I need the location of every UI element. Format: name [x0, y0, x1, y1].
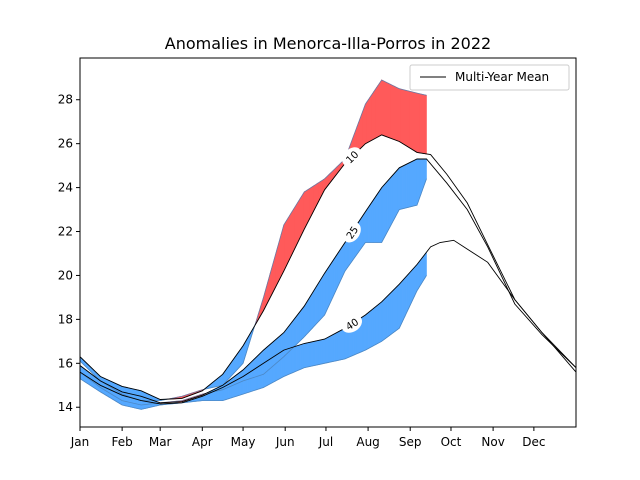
- y-tick-label: 28: [58, 93, 73, 107]
- legend-label: Multi-Year Mean: [455, 70, 549, 84]
- x-tick-label: Apr: [192, 435, 213, 449]
- y-tick-label: 24: [58, 181, 73, 195]
- contour-label-bg: [342, 222, 361, 243]
- x-tick-label: Dec: [522, 435, 545, 449]
- mean-line-25: [80, 158, 576, 404]
- anomaly-fill-segment: [424, 251, 427, 279]
- legend: Multi-Year Mean: [409, 64, 570, 91]
- contour-label-bg: [341, 314, 363, 333]
- observed-line-25: [80, 178, 427, 406]
- x-tick-label: Jun: [275, 435, 295, 449]
- x-tick-label: Oct: [441, 435, 462, 449]
- series-lines: [80, 79, 576, 410]
- y-axis: 14 16 18 20 22 24 26 28: [58, 93, 80, 414]
- contour-label-10: 10: [342, 147, 362, 167]
- y-tick-label: 14: [58, 400, 73, 414]
- y-tick-label: 16: [58, 356, 73, 370]
- x-tick-label: May: [231, 435, 256, 449]
- y-tick-label: 22: [58, 225, 73, 239]
- contour-label-25: 25: [342, 222, 361, 243]
- observed-line-40: [80, 275, 427, 410]
- contour-label-40: 40: [341, 314, 363, 333]
- mean-line-40: [80, 239, 576, 405]
- x-tick-label: Jan: [70, 435, 90, 449]
- x-tick-label: Feb: [112, 435, 133, 449]
- x-tick-label: Jul: [318, 435, 333, 449]
- anomaly-fill-segment: [424, 94, 427, 155]
- mean-line-10: [80, 134, 576, 400]
- x-axis: Jan Feb Mar Apr May Jun Jul Aug Sep Oct Nov Dec: [70, 427, 545, 449]
- contour-labels: 10 25 40: [341, 147, 363, 333]
- y-tick-label: 20: [58, 268, 73, 282]
- chart-title: Anomalies in Menorca-Illa-Porros in 2022: [165, 34, 491, 53]
- y-tick-label: 26: [58, 137, 73, 151]
- x-tick-label: Nov: [481, 435, 504, 449]
- legend-box: [409, 64, 570, 91]
- x-tick-label: Sep: [399, 435, 422, 449]
- x-tick-label: Aug: [356, 435, 379, 449]
- y-tick-label: 18: [58, 312, 73, 326]
- plot-frame: [79, 57, 577, 428]
- x-tick-label: Mar: [149, 435, 172, 449]
- contour-label-bg: [342, 147, 362, 167]
